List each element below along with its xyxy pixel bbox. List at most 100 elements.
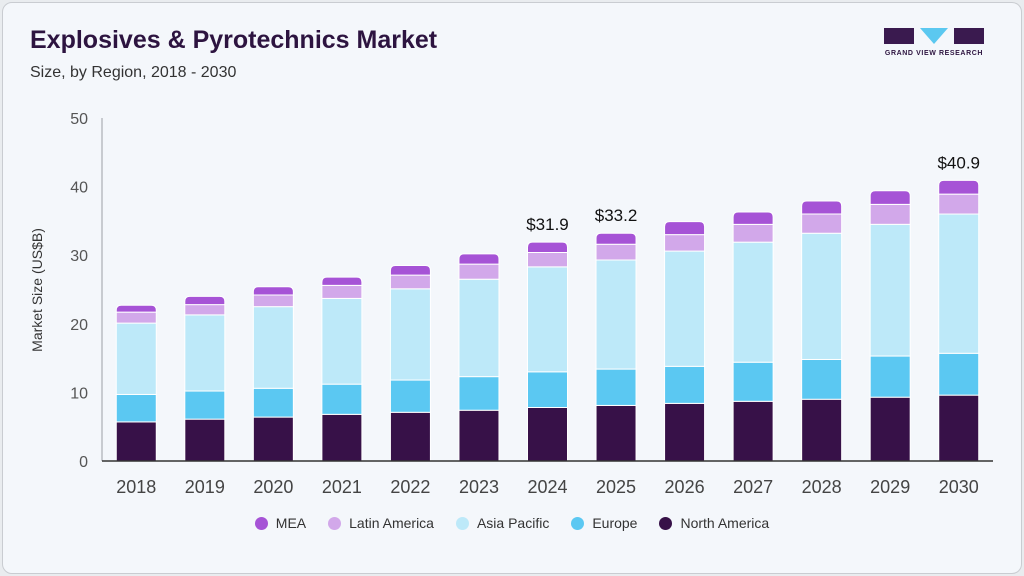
bar-segment-latin-america <box>321 284 363 299</box>
bar-segment-north-america <box>252 416 294 462</box>
bar-stack-2026 <box>664 221 706 462</box>
bar-segment-latin-america <box>732 223 774 243</box>
legend-label: MEA <box>275 515 307 531</box>
bar-segment-europe <box>321 383 363 415</box>
bar-segment-mea <box>938 179 980 195</box>
bar-segment-europe <box>115 393 157 423</box>
bar-segment-asia-pacific <box>115 322 157 395</box>
bar-segment-asia-pacific <box>595 259 637 370</box>
bar-stack-2021 <box>321 276 363 462</box>
legend-item-europe: Europe <box>571 515 637 531</box>
bar-segment-north-america <box>595 404 637 462</box>
bar-segment-asia-pacific <box>527 266 568 373</box>
bar-segment-north-america <box>664 402 706 462</box>
bar-segment-north-america <box>184 418 226 462</box>
bar-segment-asia-pacific <box>801 232 843 360</box>
bar-segment-mea <box>184 295 226 306</box>
bar-segment-mea <box>595 232 637 245</box>
logo-text: GRAND VIEW RESEARCH <box>884 50 984 57</box>
bar-segment-north-america <box>527 406 568 462</box>
legend-item-north-america: North America <box>659 515 769 531</box>
bar-segment-europe <box>527 371 568 408</box>
bar-segment-asia-pacific <box>664 250 706 367</box>
x-tick-label: 2022 <box>390 477 430 497</box>
bar-segment-asia-pacific <box>458 278 500 378</box>
bar-segment-latin-america <box>184 304 226 316</box>
legend-swatch-icon <box>571 516 585 530</box>
bar-stack-2019 <box>184 295 226 462</box>
x-tick-label: 2025 <box>596 477 636 497</box>
bar-segment-mea <box>869 190 911 205</box>
legend-swatch-icon <box>455 516 469 530</box>
bar-segment-mea <box>321 276 363 286</box>
bar-segment-europe <box>869 355 911 398</box>
bar-stack-2027 <box>732 211 774 462</box>
x-tick-label: 2028 <box>802 477 842 497</box>
bar-segment-latin-america <box>527 251 568 268</box>
bar-segment-mea <box>115 304 157 313</box>
legend-item-mea: MEA <box>254 515 307 531</box>
bar-stack-2023 <box>458 253 500 462</box>
bar-stack-2022 <box>389 264 431 462</box>
bar-segment-europe <box>389 379 431 413</box>
bar-segment-latin-america <box>664 234 706 252</box>
x-tick-label: 2019 <box>185 477 225 497</box>
y-axis: 0 10 20 30 40 50 <box>70 111 103 471</box>
bar-segment-latin-america <box>458 263 500 280</box>
bar-segment-north-america <box>458 409 500 462</box>
bar-stack-2024 <box>527 241 568 462</box>
bar-segment-mea <box>801 200 843 215</box>
total-label: $31.9 <box>526 215 569 234</box>
bar-segment-europe <box>664 365 706 404</box>
bar-segment-north-america <box>321 413 363 462</box>
bar-segment-asia-pacific <box>321 297 363 385</box>
x-tick-label: 2023 <box>459 477 499 497</box>
bar-segment-europe <box>938 352 980 396</box>
legend-swatch-icon <box>254 516 268 530</box>
bar-segment-latin-america <box>801 213 843 234</box>
grand-view-research-logo: GRAND VIEW RESEARCH <box>882 26 986 66</box>
total-label: $40.9 <box>937 153 980 172</box>
y-tick-label: 20 <box>70 317 88 334</box>
total-label: $33.2 <box>595 206 638 225</box>
bar-stack-2020 <box>252 286 294 462</box>
bar-segment-mea <box>527 241 568 253</box>
bar-segment-mea <box>458 253 500 265</box>
y-tick-label: 50 <box>70 111 88 128</box>
bar-stack-2029 <box>869 190 911 462</box>
y-tick-label: 30 <box>70 248 88 265</box>
legend-label: Latin America <box>349 515 434 531</box>
bar-segment-europe <box>595 368 637 406</box>
logo-mark-icon <box>884 28 984 44</box>
x-tick-label: 2026 <box>665 477 705 497</box>
legend: MEA Latin America Asia Pacific Europe North … <box>0 515 1024 531</box>
x-tick-label: 2027 <box>733 477 773 497</box>
y-tick-label: 10 <box>70 385 88 402</box>
bar-segment-asia-pacific <box>389 288 431 381</box>
bar-stack-2028 <box>801 200 843 462</box>
bar-segment-north-america <box>732 400 774 462</box>
bar-segment-asia-pacific <box>252 306 294 389</box>
bar-segment-europe <box>184 390 226 420</box>
y-axis-label: Market Size (US$B) <box>29 228 45 352</box>
bar-segment-latin-america <box>252 294 294 308</box>
bar-segment-north-america <box>938 394 980 462</box>
y-tick-label: 0 <box>79 454 88 471</box>
chart-title: Explosives & Pyrotechnics Market <box>30 26 438 54</box>
legend-item-latin-america: Latin America <box>328 515 434 531</box>
bar-segment-latin-america <box>115 311 157 324</box>
legend-swatch-icon <box>659 516 673 530</box>
bar-stack-2030 <box>938 179 980 462</box>
bar-segment-europe <box>732 361 774 402</box>
bar-segment-asia-pacific <box>938 213 980 354</box>
legend-swatch-icon <box>328 516 342 530</box>
bar-segment-europe <box>252 387 294 418</box>
bar-segment-north-america <box>115 421 157 462</box>
x-tick-label: 2024 <box>527 477 567 497</box>
bar-segment-mea <box>664 221 706 236</box>
bar-segment-latin-america <box>869 203 911 225</box>
x-tick-label: 2030 <box>939 477 979 497</box>
bar-segment-north-america <box>389 411 431 462</box>
legend-item-asia-pacific: Asia Pacific <box>455 515 549 531</box>
